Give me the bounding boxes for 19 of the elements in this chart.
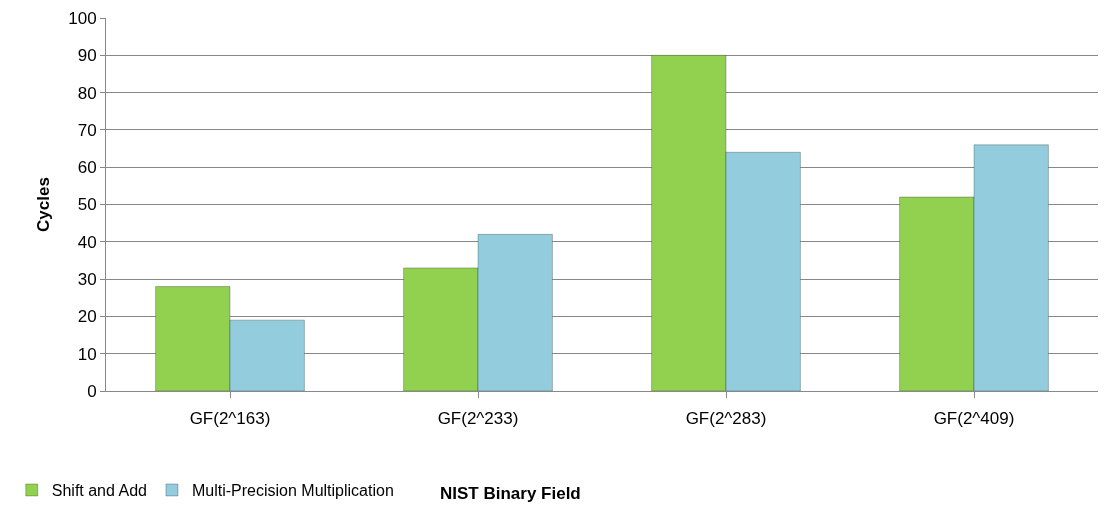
x-tick-label: GF(2^283) (685, 409, 767, 429)
x-tick-label: GF(2^409) (933, 409, 1015, 429)
x-axis-title: NIST Binary Field (440, 484, 581, 503)
legend-label: Shift and Add (51, 482, 147, 500)
y-tick-label: 80 (77, 83, 97, 103)
y-tick-label: 40 (77, 232, 97, 252)
y-tick-label: 30 (77, 270, 97, 290)
y-tick-label: 20 (77, 307, 97, 327)
legend-label: Multi-Precision Multiplication (191, 482, 394, 500)
y-axis-title: Cycles (33, 177, 53, 232)
y-tick-label: 90 (77, 46, 97, 66)
x-tick-label: GF(2^233) (437, 409, 519, 429)
x-tick-label: GF(2^163) (189, 409, 271, 429)
y-tick-label: 50 (77, 195, 97, 215)
y-tick-label: 70 (77, 120, 97, 140)
y-tick-label: 60 (77, 158, 97, 178)
y-tick-label: 100 (68, 8, 97, 28)
y-tick-label: 0 (87, 381, 97, 401)
y-tick-label: 10 (77, 344, 97, 364)
